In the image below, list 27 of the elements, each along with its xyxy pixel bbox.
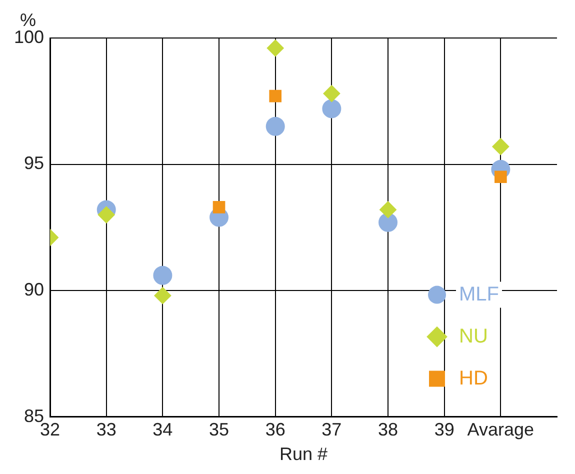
point (323, 85, 340, 102)
legend-label: NU (459, 325, 488, 348)
x-tick-label: 33 (96, 420, 116, 440)
point (380, 201, 397, 218)
x-tick-label: 38 (378, 420, 398, 440)
point (269, 90, 282, 102)
point (212, 201, 226, 214)
legend-label: MLF (459, 283, 499, 306)
legend-label: HD (459, 367, 488, 390)
point (154, 287, 172, 304)
x-tick-label: 34 (152, 420, 173, 440)
x-tick-label: 39 (434, 420, 454, 440)
point (266, 40, 284, 57)
y-tick-label: 90 (24, 280, 44, 300)
x-tick-label: Avarage (467, 420, 534, 440)
point (322, 99, 342, 118)
x-tick-label: 37 (322, 420, 342, 440)
y-tick-label: 95 (24, 153, 44, 174)
x-tick-label: 35 (209, 420, 230, 440)
point (494, 170, 507, 184)
point (266, 116, 285, 136)
point (98, 206, 115, 224)
point (492, 138, 510, 156)
x-tick-label: 36 (265, 420, 286, 440)
x-axis-title: Run # (279, 444, 328, 464)
point (153, 266, 172, 285)
point (378, 212, 398, 232)
